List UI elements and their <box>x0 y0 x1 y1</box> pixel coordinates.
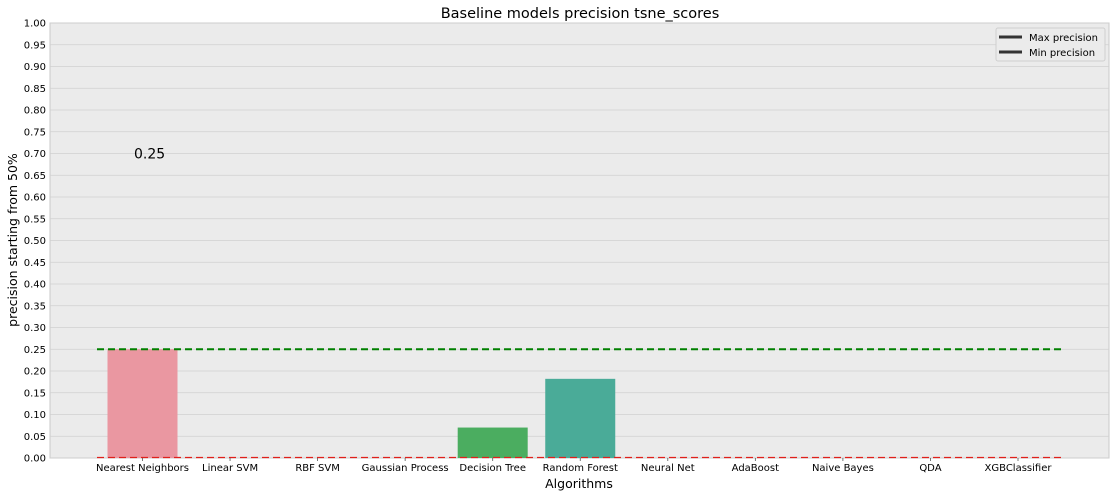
x-tick-label: Naive Bayes <box>812 463 874 474</box>
x-tick-label: XGBClassifier <box>985 463 1053 474</box>
y-tick-label: 0.00 <box>24 454 46 465</box>
y-tick-label: 0.70 <box>24 149 46 160</box>
legend-min-label: Min precision <box>1029 48 1095 59</box>
x-tick-label: QDA <box>919 463 941 474</box>
y-tick-label: 0.95 <box>24 40 46 51</box>
x-tick-label: Neural Net <box>641 463 695 474</box>
y-tick-label: 0.15 <box>24 388 46 399</box>
x-tick-label: Random Forest <box>543 463 618 474</box>
x-tick-label: Decision Tree <box>459 463 526 474</box>
x-tick-label: AdaBoost <box>732 463 779 474</box>
y-tick-label: 0.65 <box>24 171 46 182</box>
gridlines <box>50 22 1109 459</box>
reference-lines <box>97 348 1061 459</box>
x-tick-label: Gaussian Process <box>362 463 449 474</box>
x-axis-ticks: Nearest Neighbors Linear SVM RBF SVM Gaussi… <box>96 458 1052 474</box>
x-axis-title: Algorithms <box>545 476 613 491</box>
bar-random-forest <box>545 378 616 458</box>
y-tick-label: 0.10 <box>24 410 46 421</box>
y-tick-label: 0.40 <box>24 280 46 291</box>
y-tick-label: 0.45 <box>24 258 46 269</box>
y-tick-label: 0.50 <box>24 236 46 247</box>
y-tick-label: 0.20 <box>24 367 46 378</box>
x-tick-label: Linear SVM <box>202 463 258 474</box>
bar-decision-tree <box>457 427 528 458</box>
bar-nearest-neighbors <box>107 349 178 458</box>
y-tick-label: 0.35 <box>24 301 46 312</box>
bars <box>107 349 616 458</box>
legend-box <box>995 27 1106 62</box>
y-tick-label: 1.00 <box>24 19 46 30</box>
y-tick-label: 0.85 <box>24 84 46 95</box>
y-tick-label: 0.90 <box>24 62 46 73</box>
chart-title: Baseline models precision tsne_scores <box>441 6 720 22</box>
y-axis-title: precision starting from 50% <box>5 153 20 327</box>
y-tick-label: 0.55 <box>24 214 46 225</box>
y-tick-label: 0.05 <box>24 432 46 443</box>
y-tick-label: 0.25 <box>24 345 46 356</box>
y-tick-label: 0.80 <box>24 106 46 117</box>
y-tick-label: 0.30 <box>24 323 46 334</box>
legend: Max precision Min precision <box>995 27 1106 62</box>
y-tick-label: 0.75 <box>24 127 46 138</box>
value-annotation: 0.25 <box>134 147 165 163</box>
y-tick-label: 0.60 <box>24 193 46 204</box>
legend-max-label: Max precision <box>1029 33 1098 44</box>
y-axis-ticks: 0.00 0.05 0.10 0.15 0.20 0.25 0.30 0.35 0.40 0.45… <box>24 19 46 465</box>
x-tick-label: RBF SVM <box>295 463 340 474</box>
x-tick-label: Nearest Neighbors <box>96 463 189 474</box>
